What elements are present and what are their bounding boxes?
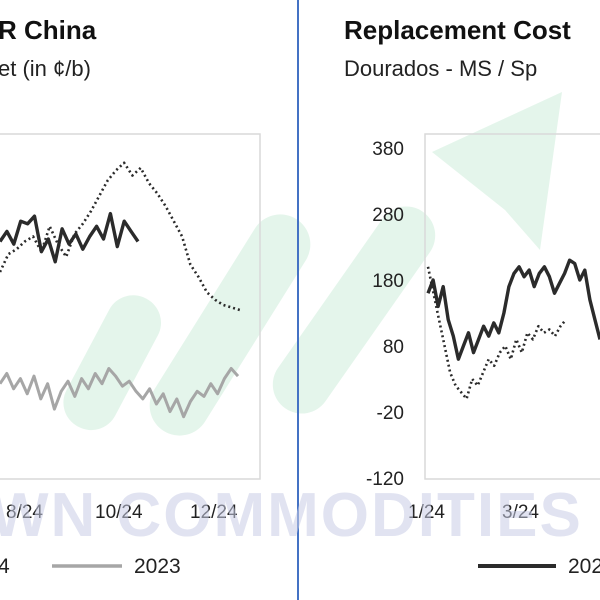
left-plot-frame	[0, 133, 261, 480]
right-chart-title: Replacement Cost	[344, 15, 571, 45]
left-legend-label: 4	[0, 555, 10, 578]
left-x-tick-label: 10/24	[95, 502, 143, 523]
right-x-tick-label: 1/24	[408, 502, 445, 523]
left-chart-title: R China	[0, 15, 97, 45]
left-legend-label: 2023	[134, 555, 181, 578]
left-chart-subtitle: et (in ¢/b)	[0, 56, 91, 81]
left-series-line-current	[0, 211, 140, 264]
logo-mark	[63, 92, 562, 436]
right-series-line-dotted	[426, 266, 567, 401]
right-y-tick-label: -120	[366, 469, 404, 490]
logo-bar-2	[149, 214, 311, 436]
right-y-tick-label: 80	[383, 337, 404, 358]
right-x-tick-label: 3/24	[502, 502, 539, 523]
left-series-line-dotted	[0, 161, 241, 312]
right-y-axis: 380 280 180 80 -20 -120	[366, 139, 404, 490]
logo-bar-3	[272, 206, 436, 414]
watermark-text: WN COMMODITIES	[0, 481, 583, 550]
left-series-group	[0, 161, 241, 419]
right-series-group	[426, 258, 600, 401]
right-y-tick-label: 280	[372, 205, 404, 226]
right-y-tick-label: -20	[377, 403, 404, 424]
left-x-tick-label: 12/24	[190, 502, 238, 523]
right-chart-subtitle: Dourados - MS / Sp	[344, 56, 537, 81]
left-x-tick-label: 8/24	[6, 502, 43, 523]
right-chart: Replacement Cost Dourados - MS / Sp 380 2…	[344, 15, 600, 578]
right-series-line-current	[426, 258, 600, 361]
right-plot-frame	[424, 133, 600, 480]
left-series-line-2023	[0, 367, 240, 419]
right-legend-label: 202	[568, 555, 600, 578]
right-y-tick-label: 380	[372, 139, 404, 160]
logo-arrow-head	[432, 92, 562, 250]
right-y-tick-label: 180	[372, 271, 404, 292]
left-chart: R China et (in ¢/b) 8/24 10/24 12/24 4 2…	[0, 15, 261, 578]
logo-bar-1	[63, 295, 162, 431]
